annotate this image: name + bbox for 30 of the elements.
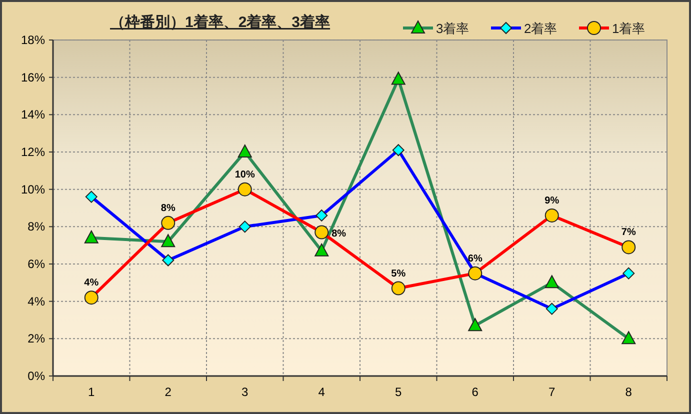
y-tick-label: 0% [28,369,46,383]
x-tick-label: 8 [625,385,632,399]
y-tick-label: 8% [28,220,46,234]
data-label: 8% [160,202,176,214]
data-label: 6% [468,253,482,264]
y-tick-label: 4% [28,294,46,308]
y-tick-label: 6% [28,257,46,271]
y-tick-label: 2% [28,332,46,346]
legend-label: 2着率 [524,21,558,36]
chart-title: （枠番別）1着率、2着率、3着率 [110,13,330,31]
x-tick-label: 6 [472,385,479,399]
x-tick-label: 2 [164,385,172,399]
data-label: 9% [544,195,560,206]
x-tick-label: 4 [318,385,326,399]
x-tick-label: 7 [548,385,556,399]
y-tick-label: 10% [20,182,46,196]
data-label: 4% [84,278,99,289]
y-tick-label: 16% [20,70,46,84]
x-tick-label: 5 [395,385,402,399]
y-tick-label: 18% [20,33,46,47]
data-label: 5% [391,268,406,280]
data-label: 10% [234,169,255,180]
x-tick-label: 1 [88,385,96,399]
x-tick-label: 3 [242,385,249,399]
data-label: 7% [621,227,636,238]
legend-label: 1着率 [612,21,646,36]
data-label: 8% [332,228,346,240]
y-tick-label: 14% [20,108,46,122]
y-tick-label: 12% [20,145,46,159]
legend-label: 3着率 [436,21,470,36]
